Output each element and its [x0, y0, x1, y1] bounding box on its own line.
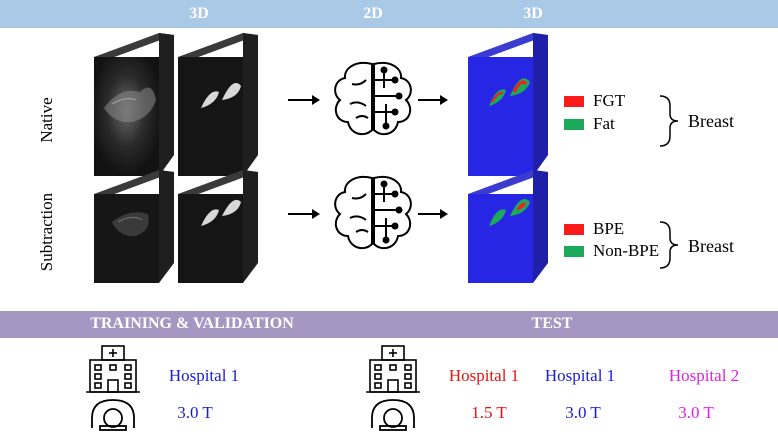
- legend-bpe-swatch: [564, 224, 584, 235]
- test-site-1-field-strength: 1.5 T: [471, 403, 507, 422]
- subtraction-arrow-right-icon-2: [418, 209, 448, 219]
- native-curly-brace-icon: [659, 95, 679, 147]
- subtraction-mask-volume-icon: [178, 170, 258, 283]
- test-mri-scanner-icon: [371, 399, 415, 431]
- legend-fgt-label: FGT: [593, 91, 626, 110]
- legend-fat-swatch: [564, 119, 584, 130]
- legend-fgt-swatch: [564, 96, 584, 107]
- legend-subtraction-breast-label: Breast: [688, 236, 734, 256]
- test-site-2-field-strength: 3.0 T: [565, 403, 601, 422]
- legend-fat-label: Fat: [593, 114, 615, 133]
- legend-non-bpe-swatch: [564, 246, 584, 257]
- subtraction-segmentation-output-icon: [468, 170, 548, 283]
- train-hospital-icon: [86, 345, 140, 393]
- test-site-3-name: Hospital 2: [668, 366, 740, 385]
- native-mask-volume-icon: [178, 33, 258, 176]
- train-hospital-name: Hospital 1: [168, 366, 240, 385]
- train-field-strength: 3.0 T: [177, 403, 213, 422]
- native-mri-volume-icon: [94, 33, 174, 176]
- training-validation-label: TRAINING & VALIDATION: [90, 315, 294, 332]
- native-arrow-right-icon-2: [418, 95, 448, 105]
- test-site-2-name: Hospital 1: [544, 366, 616, 385]
- dataset-band: TRAINING & VALIDATION TEST: [0, 311, 778, 338]
- native-brain-network-icon: [334, 62, 412, 136]
- test-label: TEST: [531, 315, 573, 332]
- subtraction-arrow-right-icon-1: [288, 209, 320, 219]
- native-segmentation-output-icon: [468, 33, 548, 176]
- legend-native-breast-label: Breast: [688, 111, 734, 131]
- subtraction-mri-volume-icon: [94, 170, 174, 283]
- train-mri-scanner-icon: [91, 399, 135, 431]
- header-2d-label: 2D: [363, 5, 383, 22]
- native-arrow-right-icon-1: [288, 95, 320, 105]
- subtraction-brain-network-icon: [334, 176, 412, 250]
- test-hospital-icon: [366, 345, 420, 393]
- test-site-3-field-strength: 3.0 T: [678, 403, 714, 422]
- legend-bpe-label: BPE: [593, 219, 625, 238]
- header-3d-output-label: 3D: [523, 5, 543, 22]
- test-site-1-name: Hospital 1: [448, 366, 520, 385]
- legend-non-bpe-label: Non-BPE: [593, 241, 660, 260]
- header-band: 3D 2D 3D: [0, 0, 778, 28]
- header-3d-input-label: 3D: [189, 5, 209, 22]
- subtraction-curly-brace-icon: [659, 221, 679, 269]
